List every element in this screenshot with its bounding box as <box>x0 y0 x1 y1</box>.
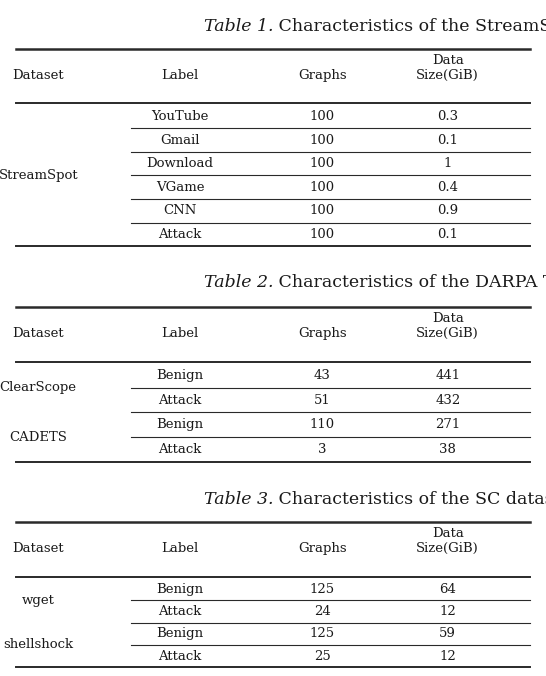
Text: 12: 12 <box>440 605 456 618</box>
Text: 0.3: 0.3 <box>437 110 458 123</box>
Text: Label: Label <box>162 542 199 556</box>
Text: StreamSpot: StreamSpot <box>0 169 78 182</box>
Text: VGame: VGame <box>156 180 204 194</box>
Text: Characteristics of the SC dataset: Characteristics of the SC dataset <box>273 491 546 508</box>
Text: Attack: Attack <box>158 605 202 618</box>
Text: CADETS: CADETS <box>9 431 67 443</box>
Text: CNN: CNN <box>163 204 197 217</box>
Text: 441: 441 <box>435 369 460 382</box>
Text: Attack: Attack <box>158 228 202 241</box>
Text: 64: 64 <box>440 583 456 596</box>
Text: Attack: Attack <box>158 443 202 456</box>
Text: Characteristics of the DARPA TC dataset: Characteristics of the DARPA TC dataset <box>273 274 546 291</box>
Text: Dataset: Dataset <box>13 327 64 341</box>
Text: Table 1.: Table 1. <box>204 18 273 34</box>
Text: 125: 125 <box>310 583 335 596</box>
Text: 100: 100 <box>310 180 335 194</box>
Text: Download: Download <box>147 157 213 170</box>
Text: Table 3.: Table 3. <box>204 491 273 508</box>
Text: 1: 1 <box>443 157 452 170</box>
Text: 100: 100 <box>310 228 335 241</box>
Text: 59: 59 <box>440 627 456 640</box>
Text: 125: 125 <box>310 627 335 640</box>
Text: Dataset: Dataset <box>13 542 64 556</box>
Text: Table 2.: Table 2. <box>204 274 273 291</box>
Text: Graphs: Graphs <box>298 327 347 341</box>
Text: Benign: Benign <box>157 627 204 640</box>
Text: 12: 12 <box>440 650 456 662</box>
Text: ClearScope: ClearScope <box>0 381 77 394</box>
Text: Gmail: Gmail <box>161 134 200 147</box>
Text: wget: wget <box>22 594 55 607</box>
Text: Label: Label <box>162 327 199 341</box>
Text: 100: 100 <box>310 110 335 123</box>
Text: Characteristics of the StreamSpot dataset: Characteristics of the StreamSpot datase… <box>273 18 546 34</box>
Text: 51: 51 <box>314 393 330 406</box>
Text: shellshock: shellshock <box>3 638 73 652</box>
Text: Data
Size(GiB): Data Size(GiB) <box>417 312 479 340</box>
Text: 3: 3 <box>318 443 327 456</box>
Text: Attack: Attack <box>158 393 202 406</box>
Text: Label: Label <box>162 69 199 82</box>
Text: 38: 38 <box>440 443 456 456</box>
Text: Graphs: Graphs <box>298 69 347 82</box>
Text: Data
Size(GiB): Data Size(GiB) <box>417 53 479 82</box>
Text: Dataset: Dataset <box>13 69 64 82</box>
Text: 271: 271 <box>435 418 460 431</box>
Text: Benign: Benign <box>157 583 204 596</box>
Text: 100: 100 <box>310 134 335 147</box>
Text: 24: 24 <box>314 605 330 618</box>
Text: 100: 100 <box>310 204 335 217</box>
Text: 25: 25 <box>314 650 330 662</box>
Text: 0.4: 0.4 <box>437 180 458 194</box>
Text: Data
Size(GiB): Data Size(GiB) <box>417 527 479 555</box>
Text: 0.1: 0.1 <box>437 228 458 241</box>
Text: Benign: Benign <box>157 418 204 431</box>
Text: 0.9: 0.9 <box>437 204 458 217</box>
Text: 0.1: 0.1 <box>437 134 458 147</box>
Text: 100: 100 <box>310 157 335 170</box>
Text: 110: 110 <box>310 418 335 431</box>
Text: Graphs: Graphs <box>298 542 347 556</box>
Text: Benign: Benign <box>157 369 204 382</box>
Text: 43: 43 <box>314 369 330 382</box>
Text: Attack: Attack <box>158 650 202 662</box>
Text: YouTube: YouTube <box>151 110 209 123</box>
Text: 432: 432 <box>435 393 460 406</box>
